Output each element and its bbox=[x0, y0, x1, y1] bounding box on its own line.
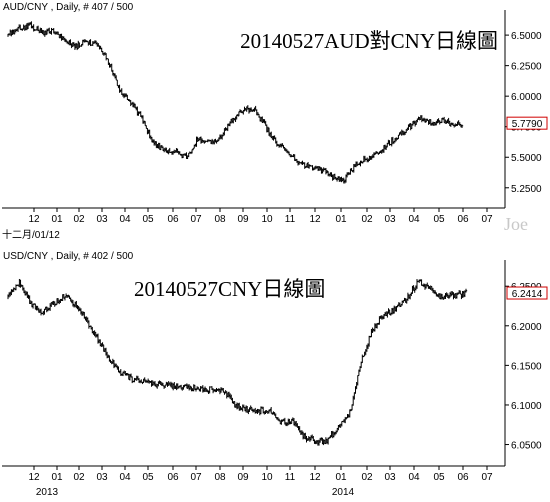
chart1-xtick-label: 03 bbox=[384, 214, 396, 223]
chart2-xtick-label: 12 bbox=[28, 472, 40, 483]
chart2-last-value-label: 6.2414 bbox=[512, 289, 543, 300]
chart1-xtick-label: 03 bbox=[96, 214, 108, 223]
chart2-xtick-label: 10 bbox=[261, 472, 273, 483]
chart1-xtick-label: 10 bbox=[261, 214, 273, 223]
chart2-title: 20140527CNY日線圖 bbox=[134, 277, 325, 301]
chart1-xtick-label: 07 bbox=[481, 214, 493, 223]
chart1-xtick-label: 12 bbox=[309, 214, 321, 223]
watermark-text: Joe bbox=[504, 214, 528, 234]
chart1-last-value-label: 5.7790 bbox=[512, 119, 543, 130]
chart2-xtick-label: 05 bbox=[142, 472, 154, 483]
chart2-year-label: 2013 bbox=[36, 487, 59, 498]
date-label: 十二月/01/12 bbox=[2, 230, 60, 241]
chart1-xtick-label: 05 bbox=[142, 214, 154, 223]
chart2-last-value-box bbox=[506, 286, 548, 300]
chart1-ytick-label: 6.2500 bbox=[511, 62, 542, 73]
chart2-year-label: 2014 bbox=[332, 487, 355, 498]
chart2-xtick-label: 06 bbox=[167, 472, 179, 483]
chart1-xtick-label: 08 bbox=[214, 214, 226, 223]
chart1-xtick-label: 06 bbox=[457, 214, 469, 223]
chart1-xtick-label: 02 bbox=[361, 214, 373, 223]
chart2-xtick-label: 02 bbox=[73, 472, 85, 483]
chart2-xtick-label: 01 bbox=[335, 472, 347, 483]
chart2-xtick-label: 09 bbox=[237, 472, 249, 483]
chart2-xtick-label: 03 bbox=[96, 472, 108, 483]
chart1-last-value-box bbox=[506, 116, 548, 130]
chart2-xtick-label: 06 bbox=[457, 472, 469, 483]
chart1-xtick-label: 04 bbox=[119, 214, 131, 223]
chart2-svg: 6.25006.20006.15006.10006.05001201020304… bbox=[2, 260, 548, 498]
chart2-xtick-label: 03 bbox=[384, 472, 396, 483]
chart2-ytick-label: 6.0500 bbox=[511, 441, 542, 452]
chart2-xtick-label: 01 bbox=[51, 472, 63, 483]
chart1-xtick-label: 01 bbox=[51, 214, 63, 223]
chart2-xtick-label: 07 bbox=[190, 472, 202, 483]
chart2-xtick-label: 04 bbox=[408, 472, 420, 483]
chart2-xtick-label: 11 bbox=[285, 472, 296, 483]
chart1-title: 20140527AUD對CNY日線圖 bbox=[240, 29, 498, 53]
chart1-xtick-label: 12 bbox=[28, 214, 40, 223]
chart1-xtick-label: 02 bbox=[73, 214, 85, 223]
chart1-xtick-label: 07 bbox=[190, 214, 202, 223]
chart2-xtick-label: 12 bbox=[309, 472, 321, 483]
chart2-xtick-label: 08 bbox=[214, 472, 226, 483]
chart2-ytick-label: 6.1500 bbox=[511, 361, 542, 372]
chart1-xtick-label: 11 bbox=[285, 214, 296, 223]
chart2-header: USD/CNY , Daily, # 402 / 500 bbox=[3, 251, 134, 262]
chart1-xtick-label: 05 bbox=[433, 214, 445, 223]
chart2-xtick-label: 07 bbox=[481, 472, 493, 483]
chart2-xtick-label: 05 bbox=[433, 472, 445, 483]
chart1-header: AUD/CNY , Daily, # 407 / 500 bbox=[3, 2, 134, 13]
chart1-xtick-label: 09 bbox=[237, 214, 249, 223]
chart1-svg: 6.50006.25006.00005.75005.50005.25001201… bbox=[2, 10, 548, 223]
chart1-xtick-label: 01 bbox=[335, 214, 347, 223]
chart2-ytick-label: 6.2000 bbox=[511, 322, 542, 333]
chart1-ytick-label: 6.5000 bbox=[511, 31, 542, 42]
chart1-xtick-label: 06 bbox=[167, 214, 179, 223]
chart1-ytick-label: 5.2500 bbox=[511, 184, 542, 195]
chart1-ytick-label: 6.0000 bbox=[511, 92, 542, 103]
chart1-xtick-label: 04 bbox=[408, 214, 420, 223]
chart2-xtick-label: 02 bbox=[361, 472, 373, 483]
chart2-ytick-label: 6.1000 bbox=[511, 401, 542, 412]
chart2-xtick-label: 04 bbox=[119, 472, 131, 483]
chart1-ytick-label: 5.5000 bbox=[511, 153, 542, 164]
